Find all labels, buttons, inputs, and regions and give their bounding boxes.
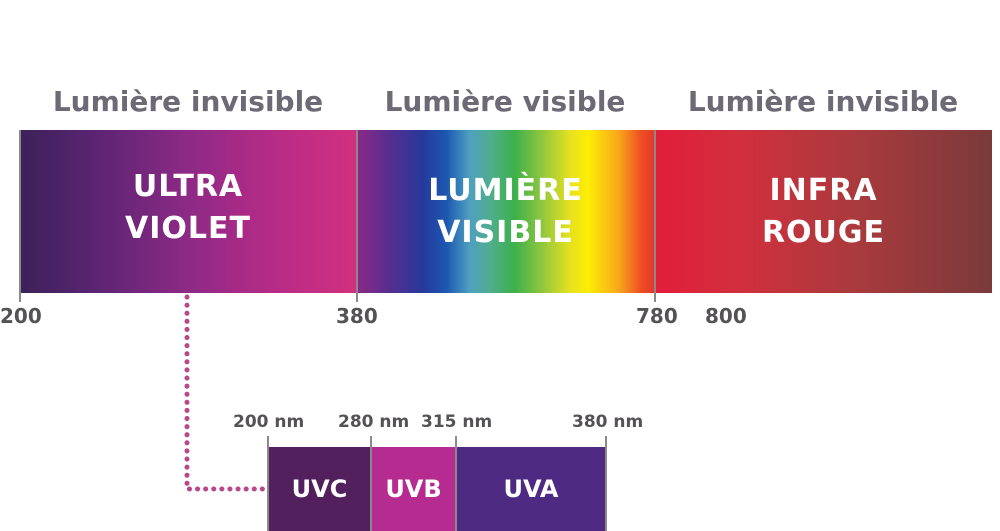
uv-divider-380 <box>605 436 607 531</box>
divider-200 <box>19 130 21 302</box>
infrared-band <box>655 130 992 293</box>
uv-divider-315 <box>455 436 457 531</box>
ultraviolet-label: ULTRA VIOLET <box>20 166 356 250</box>
uv-tick-label-380nm: 380 nm <box>572 412 644 432</box>
ultraviolet-band <box>20 130 356 293</box>
uva-segment: UVA <box>456 447 606 531</box>
infrared-label-line2: ROUGE <box>761 215 886 250</box>
uv-tick-label-315nm: 315 nm <box>421 412 493 432</box>
uv-divider-280 <box>370 436 372 531</box>
uvb-label: UVB <box>385 475 442 503</box>
tick-label-380: 380 <box>336 304 378 328</box>
uva-label: UVA <box>503 475 559 503</box>
uv-tick-label-200nm: 200 nm <box>233 412 305 432</box>
uvc-segment: UVC <box>268 447 371 531</box>
divider-380 <box>356 130 358 302</box>
tick-label-200: 200 <box>0 304 42 328</box>
uvb-segment: UVB <box>371 447 456 531</box>
infrared-label: INFRA ROUGE <box>655 170 992 254</box>
ultraviolet-label-line1: ULTRA <box>132 169 244 204</box>
tick-label-800: 800 <box>705 304 747 328</box>
uvc-label: UVC <box>291 475 348 503</box>
infrared-label-line1: INFRA <box>769 173 878 208</box>
uv-divider-200 <box>267 436 269 531</box>
ultraviolet-label-line2: VIOLET <box>125 211 251 246</box>
divider-780 <box>654 130 656 302</box>
uv-tick-label-280nm: 280 nm <box>338 412 410 432</box>
tick-label-780: 780 <box>636 304 678 328</box>
heading-invisible-right: Lumière invisible <box>687 85 959 118</box>
heading-invisible-left: Lumière invisible <box>52 85 324 118</box>
visible-label-line2: VISIBLE <box>437 215 574 250</box>
visible-label: LUMIÈRE VISIBLE <box>357 170 654 254</box>
heading-visible: Lumière visible <box>384 85 626 118</box>
visible-light-band <box>357 130 654 293</box>
visible-label-line1: LUMIÈRE <box>428 173 583 208</box>
